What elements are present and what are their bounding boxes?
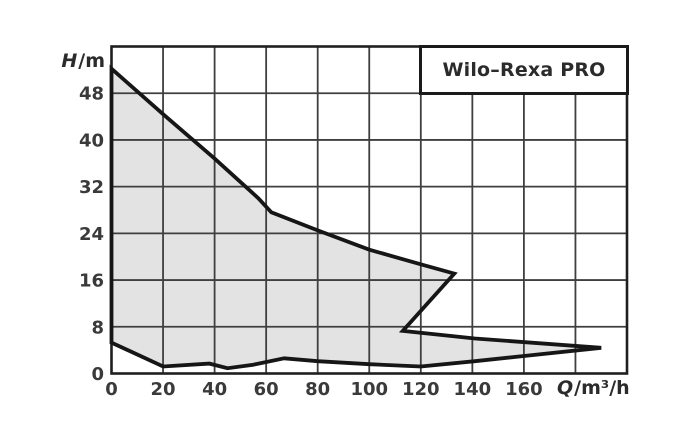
y-tick-label: 0 (91, 364, 104, 385)
x-tick-label: 120 (402, 379, 440, 400)
y-axis-variable: H (61, 50, 78, 72)
y-axis-label: H/m (40, 52, 105, 71)
x-tick-label: 160 (505, 379, 543, 400)
y-tick-label: 8 (91, 317, 104, 338)
x-tick-label: 0 (105, 379, 118, 400)
x-axis-label: Q/m³/h (557, 379, 630, 398)
x-tick-label: 100 (350, 379, 388, 400)
x-tick-label: 40 (202, 379, 227, 400)
y-tick-label: 48 (79, 84, 104, 105)
x-axis-unit: /m³/h (574, 377, 630, 399)
y-tick-label: 32 (79, 177, 104, 198)
chart-title: Wilo–Rexa PRO (442, 59, 606, 81)
x-tick-label: 140 (454, 379, 492, 400)
envelope-area (111, 68, 602, 369)
x-axis-variable: Q (557, 377, 574, 399)
x-tick-label: 80 (305, 379, 330, 400)
envelope-outline (109, 64, 602, 371)
y-tick-label: 24 (79, 224, 104, 245)
x-tick-label: 60 (254, 379, 279, 400)
y-tick-label: 40 (79, 130, 104, 151)
x-tick-label: 20 (151, 379, 176, 400)
y-tick-label: 16 (79, 271, 104, 292)
chart-title-box: Wilo–Rexa PRO (419, 45, 629, 95)
y-axis-unit: /m (78, 50, 105, 72)
